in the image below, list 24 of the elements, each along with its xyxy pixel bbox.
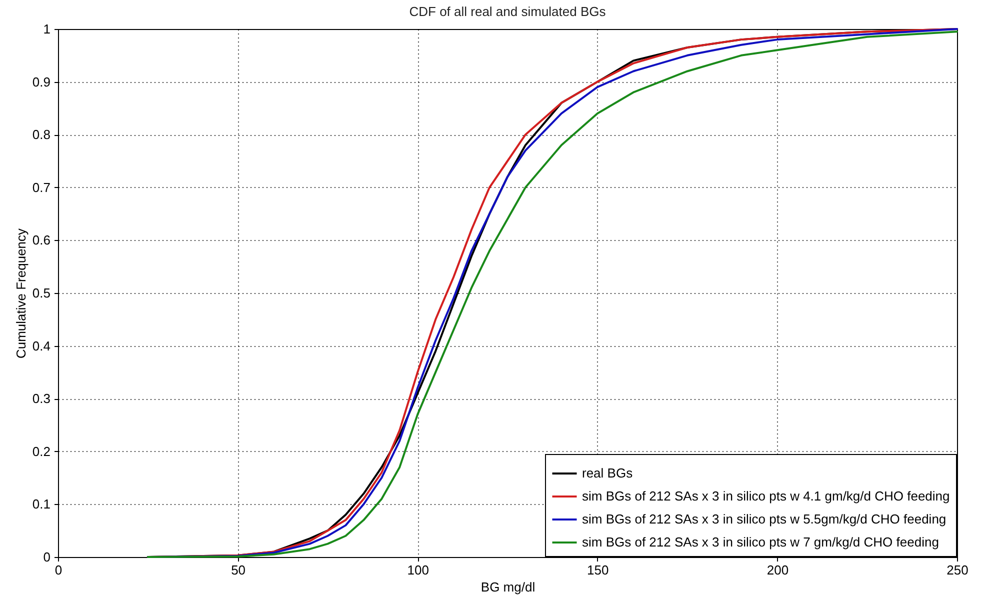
y-tick-label: 0.9	[32, 74, 50, 90]
x-tick-label: 100	[407, 562, 429, 578]
y-tick-label: 0.8	[32, 127, 50, 142]
y-tick-label: 0.2	[32, 444, 50, 459]
chart-title: CDF of all real and simulated BGs	[409, 4, 606, 19]
x-axis-title: BG mg/dl	[480, 580, 536, 594]
x-tick-label: 250	[946, 562, 968, 578]
y-axis-title: Cumulative Frequency	[13, 228, 28, 359]
legend-label: real BGs	[582, 466, 634, 480]
y-tick-label: 0.4	[32, 338, 50, 354]
legend-label: sim BGs of 212 SAs x 3 in silico pts w 5.5gm/kg/d CHO feeding	[582, 512, 946, 526]
y-tick-label: 0.5	[32, 286, 50, 300]
y-tick-label: 0	[43, 550, 50, 564]
x-tick-label: 50	[231, 562, 246, 578]
y-tick-label: 1	[43, 22, 50, 36]
legend-label: sim BGs of 212 SAs x 3 in silico pts w 4.1 gm/kg/d CHO feeding	[582, 488, 950, 504]
x-tick-label: 200	[766, 562, 789, 578]
y-tick-label: 0.6	[32, 232, 50, 248]
y-tick-label: 0.7	[32, 180, 50, 195]
x-tick-label: 0	[54, 562, 62, 578]
y-tick-label: 0.3	[32, 391, 50, 406]
x-tick-label: 150	[587, 562, 609, 578]
legend-label: sim BGs of 212 SAs x 3 in silico pts w 7 gm/kg/d CHO feeding	[582, 534, 939, 550]
y-tick-label: 0.1	[32, 496, 50, 512]
